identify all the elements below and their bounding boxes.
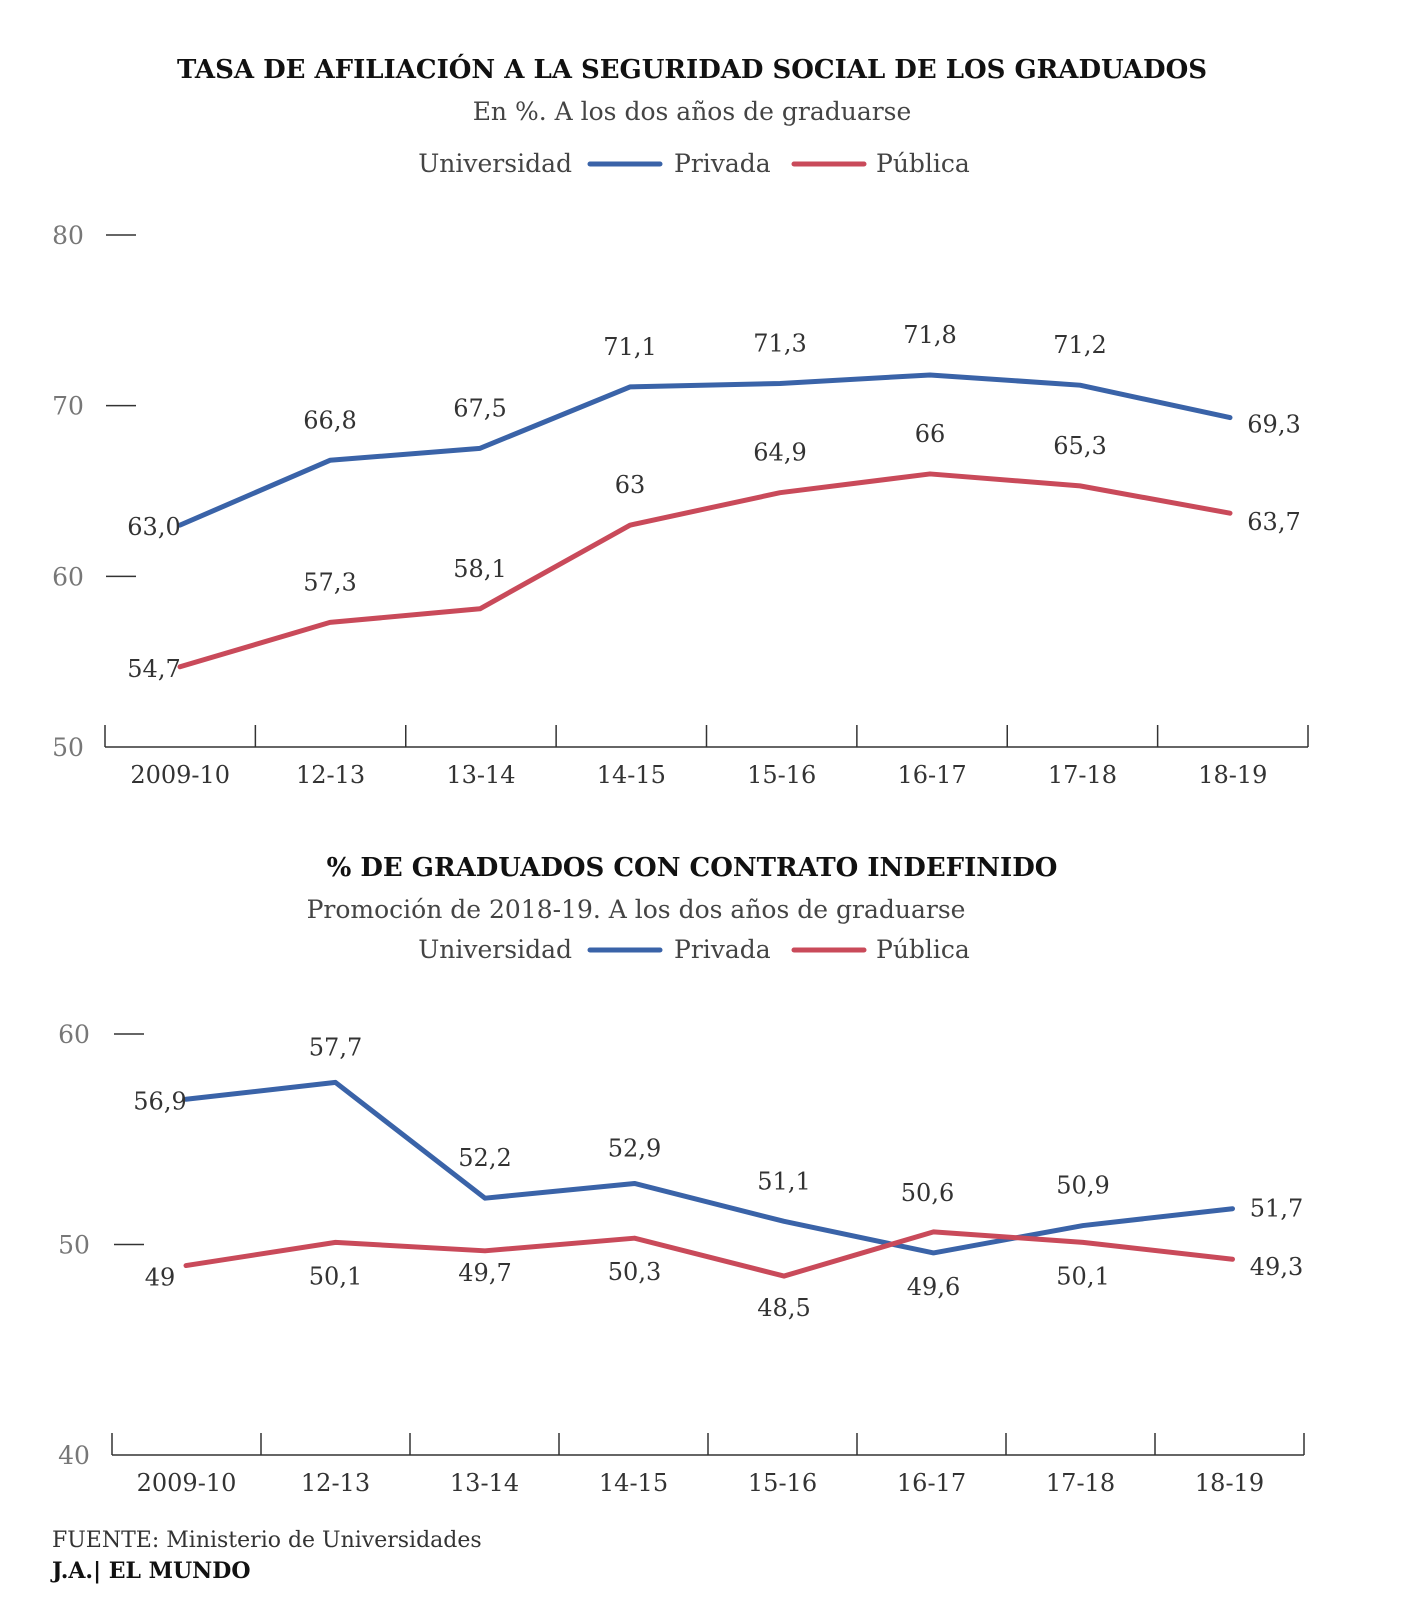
chart2-publica-data-label: 50,1 (309, 1262, 362, 1290)
chart1-series-privada-line (177, 372, 1233, 528)
chart1-ytick-label: 70 (52, 392, 84, 421)
chart1-legend-publica-label: Pública (876, 149, 970, 178)
chart1-publica-data-label: 63,7 (1247, 508, 1300, 536)
chart2-plot: 40 50 60 2009-10 12-13 13-14 14-15 15-16 16-17 17… (58, 1020, 1305, 1497)
chart1-plot: 50 60 70 80 2009-10 12-13 13-14 14-15 15-16 16-17… (52, 221, 1309, 789)
source-note: FUENTE: Ministerio de Universidades (52, 1528, 482, 1553)
chart2-legend-publica-label: Pública (876, 935, 970, 964)
chart2-xtick-label: 18-19 (1195, 1469, 1264, 1497)
chart1-xtick-label: 16-17 (897, 761, 966, 789)
chart2-legend-title: Universidad (418, 935, 572, 964)
chart1-privada-data-label: 69,3 (1247, 411, 1300, 439)
chart2-xtick-label: 2009-10 (137, 1469, 237, 1497)
chart2-xtick-label: 17-18 (1046, 1469, 1115, 1497)
chart1-publica-data-label: 64,9 (753, 439, 806, 467)
chart2-xtick-label: 14-15 (599, 1469, 668, 1497)
chart2-publica-data-label: 50,3 (608, 1258, 661, 1286)
chart1-publica-data-label: 66 (915, 420, 946, 448)
chart2-series-publica-line (183, 1229, 1235, 1279)
chart1-xtick-label: 12-13 (296, 761, 365, 789)
chart1-series-publica-line (177, 471, 1233, 670)
chart2-publica-data-label: 49,3 (1250, 1253, 1303, 1281)
credit-line: J.A.| EL MUNDO (52, 1558, 251, 1584)
chart2-publica-data-label: 49,7 (458, 1259, 511, 1287)
chart1-privada-data-label: 66,8 (303, 406, 356, 434)
chart2-privada-data-label: 51,7 (1250, 1195, 1303, 1223)
chart1-ytick-label: 50 (52, 733, 84, 762)
chart2-privada-data-label: 52,2 (458, 1144, 511, 1172)
chart1-publica-data-label: 54,7 (127, 655, 180, 683)
chart1-subtitle: En %. A los dos años de graduarse (473, 97, 912, 126)
chart2-privada-data-label: 49,6 (907, 1273, 960, 1301)
chart1-legend-privada-label: Privada (674, 149, 771, 178)
chart2-ytick-label: 50 (58, 1231, 90, 1260)
chart1-publica-data-label: 65,3 (1053, 432, 1106, 460)
chart1-publica-data-label: 57,3 (303, 568, 356, 596)
chart2-xtick-label: 15-16 (748, 1469, 817, 1497)
chart2-privada-data-label: 52,9 (608, 1134, 661, 1162)
chart1-privada-data-label: 63,0 (127, 513, 180, 541)
chart1-legend: Universidad Privada Pública (418, 149, 970, 178)
chart2-publica-data-label: 49 (145, 1264, 176, 1292)
chart1-privada-data-label: 71,8 (903, 321, 956, 349)
chart2-ytick-label: 60 (58, 1020, 90, 1049)
chart2-legend-privada-label: Privada (674, 935, 771, 964)
chart1-publica-data-label: 58,1 (453, 555, 506, 583)
chart1-privada-data-label: 71,1 (603, 333, 656, 361)
chart2-xtick-label: 16-17 (897, 1469, 966, 1497)
chart2-series-privada-line (183, 1079, 1235, 1256)
chart1-xtick-label: 14-15 (597, 761, 666, 789)
chart2-privada-data-label: 51,1 (757, 1167, 810, 1195)
chart2-xtick-label: 13-14 (450, 1469, 519, 1497)
chart1-xtick-label: 17-18 (1048, 761, 1117, 789)
chart2-legend: Universidad Privada Pública (418, 935, 970, 964)
chart2-publica-data-label: 48,5 (757, 1294, 810, 1322)
chart2-subtitle: Promoción de 2018-19. A los dos años de … (307, 895, 966, 924)
chart2-privada-data-label: 50,9 (1056, 1172, 1109, 1200)
chart1-legend-title: Universidad (418, 149, 572, 178)
chart2-privada-data-label: 56,9 (133, 1087, 186, 1115)
chart1-publica-data-label: 63 (615, 471, 646, 499)
chart2-publica-data-label: 50,6 (901, 1179, 954, 1207)
chart1-privada-data-label: 67,5 (453, 394, 506, 422)
chart1-ytick-label: 80 (52, 221, 84, 250)
chart2-privada-data-label: 57,7 (309, 1033, 362, 1061)
chart2-title: % DE GRADUADOS CON CONTRATO INDEFINIDO (327, 853, 1058, 883)
chart2-ytick-label: 40 (58, 1441, 90, 1470)
chart1-xtick-label: 15-16 (747, 761, 816, 789)
chart1-privada-data-label: 71,2 (1053, 331, 1106, 359)
chart2-xtick-label: 12-13 (301, 1469, 370, 1497)
chart1-ytick-label: 60 (52, 562, 84, 591)
chart1-privada-data-label: 71,3 (753, 329, 806, 357)
chart1-xtick-label: 18-19 (1198, 761, 1267, 789)
chart1-title: TASA DE AFILIACIÓN A LA SEGURIDAD SOCIAL… (177, 53, 1207, 85)
chart2-publica-data-label: 50,1 (1056, 1262, 1109, 1290)
chart1-xtick-label: 13-14 (446, 761, 515, 789)
chart1-xtick-label: 2009-10 (130, 761, 230, 789)
